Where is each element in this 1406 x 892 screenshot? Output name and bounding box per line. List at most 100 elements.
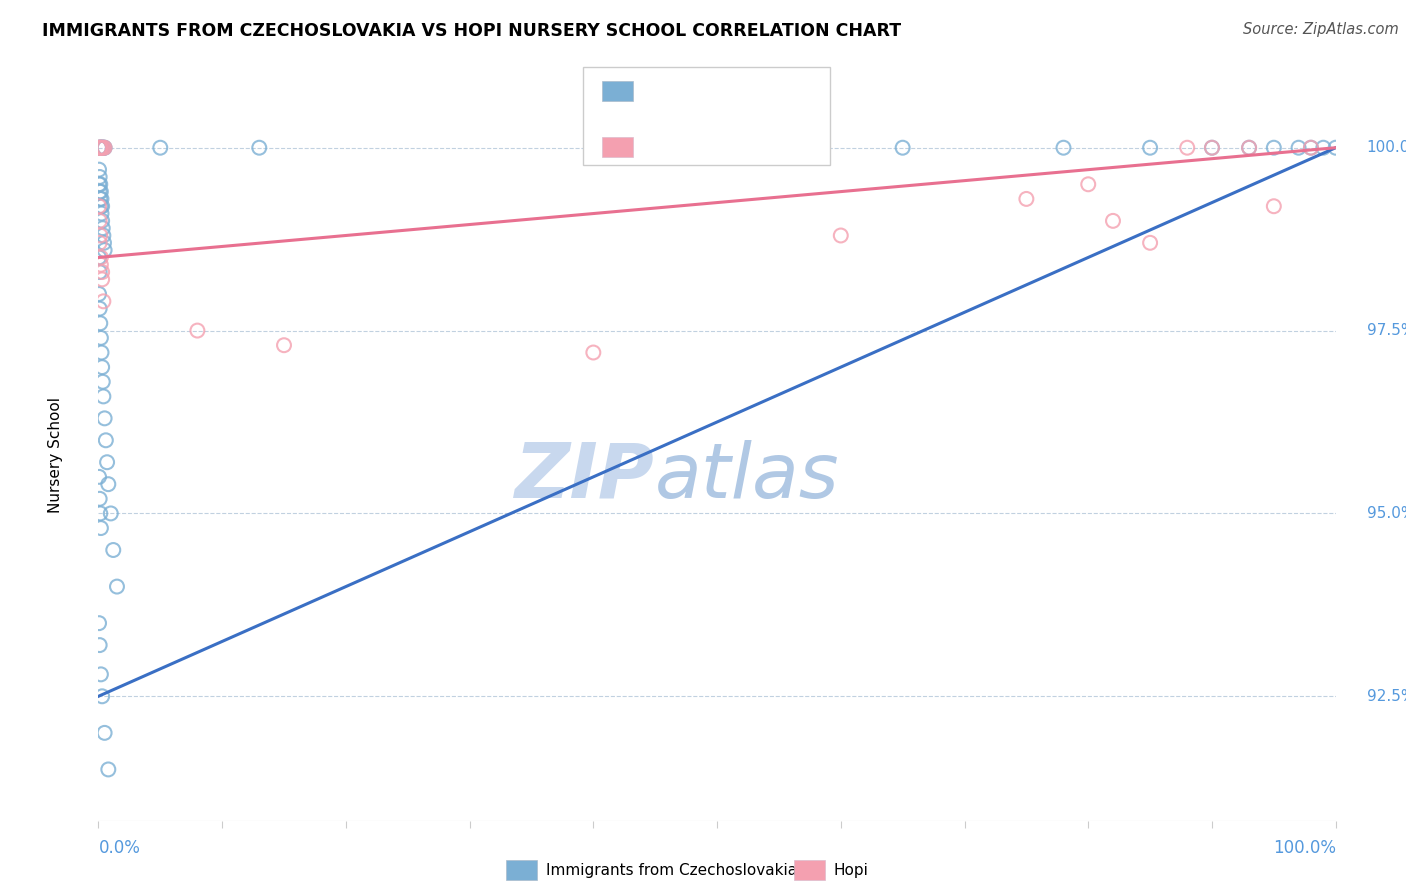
Point [1175, 141, 1198, 155]
Point [1299, 141, 1322, 155]
Point [1312, 141, 1334, 155]
Text: Source: ZipAtlas.com: Source: ZipAtlas.com [1243, 22, 1399, 37]
Point [97, 477, 120, 491]
Text: N = 66: N = 66 [724, 83, 786, 101]
Point [1102, 214, 1125, 228]
Point [582, 345, 605, 359]
Point [1263, 199, 1285, 213]
Text: Immigrants from Czechoslovakia: Immigrants from Czechoslovakia [546, 863, 797, 878]
Text: IMMIGRANTS FROM CZECHOSLOVAKIA VS HOPI NURSERY SCHOOL CORRELATION CHART: IMMIGRANTS FROM CZECHOSLOVAKIA VS HOPI N… [42, 22, 901, 40]
Point [273, 338, 295, 352]
Point [89, 507, 111, 521]
Point [1288, 141, 1310, 155]
Point [97, 763, 120, 777]
Text: 100.0%: 100.0% [1367, 140, 1406, 155]
Point [89, 235, 111, 250]
Point [91, 360, 114, 375]
Text: R = 0.393: R = 0.393 [641, 83, 724, 101]
Point [891, 141, 914, 155]
Point [89, 228, 111, 243]
Point [90, 206, 112, 220]
Point [93, 228, 115, 243]
Point [90, 192, 112, 206]
Point [89, 169, 111, 184]
Point [149, 141, 172, 155]
Point [87, 616, 110, 631]
Point [93, 243, 115, 257]
Point [93, 726, 115, 740]
Point [91, 141, 114, 155]
Text: 0.0%: 0.0% [98, 839, 141, 857]
Point [1201, 141, 1223, 155]
Point [89, 265, 111, 279]
Point [89, 141, 111, 155]
Point [91, 199, 114, 213]
Point [87, 251, 110, 265]
Point [90, 251, 112, 265]
Point [93, 411, 115, 425]
Point [96, 455, 118, 469]
Point [87, 162, 110, 177]
Point [1052, 141, 1074, 155]
Text: atlas: atlas [655, 440, 839, 514]
Text: R = 0.392: R = 0.392 [641, 139, 724, 157]
Point [89, 301, 111, 316]
Point [89, 214, 111, 228]
Point [90, 199, 112, 213]
Point [93, 235, 115, 250]
Text: 100.0%: 100.0% [1272, 839, 1336, 857]
Point [89, 141, 111, 155]
Point [87, 178, 110, 192]
Point [87, 287, 110, 301]
Point [1201, 141, 1223, 155]
Point [89, 491, 111, 506]
Point [90, 185, 112, 199]
Text: 95.0%: 95.0% [1367, 506, 1406, 521]
Point [100, 507, 122, 521]
Point [247, 141, 270, 155]
Point [91, 690, 114, 704]
Point [90, 141, 112, 155]
Point [91, 141, 114, 155]
Point [87, 199, 110, 213]
Point [93, 141, 115, 155]
Point [1015, 192, 1038, 206]
Point [91, 375, 114, 389]
Point [1263, 141, 1285, 155]
Point [89, 141, 111, 155]
Point [1237, 141, 1260, 155]
Text: 92.5%: 92.5% [1367, 689, 1406, 704]
Point [91, 272, 114, 286]
Point [93, 141, 115, 155]
Point [91, 265, 114, 279]
Text: N = 29: N = 29 [724, 139, 786, 157]
Point [103, 543, 125, 558]
Point [93, 141, 115, 155]
Point [90, 331, 112, 345]
Point [90, 667, 112, 681]
Text: 97.5%: 97.5% [1367, 323, 1406, 338]
Point [90, 141, 112, 155]
Point [89, 178, 111, 192]
Point [1139, 235, 1161, 250]
Point [89, 185, 111, 199]
Point [87, 470, 110, 484]
Point [87, 141, 110, 155]
Point [90, 345, 112, 359]
Point [91, 221, 114, 235]
Point [1324, 141, 1347, 155]
Point [87, 141, 110, 155]
Point [1299, 141, 1322, 155]
Point [1139, 141, 1161, 155]
Point [89, 316, 111, 330]
Text: Nursery School: Nursery School [48, 397, 63, 513]
Text: Hopi: Hopi [834, 863, 869, 878]
Point [89, 638, 111, 652]
Point [90, 258, 112, 272]
Point [93, 389, 115, 403]
Point [93, 141, 115, 155]
Point [90, 141, 112, 155]
Point [186, 324, 208, 338]
Point [1077, 178, 1099, 192]
Point [93, 141, 115, 155]
